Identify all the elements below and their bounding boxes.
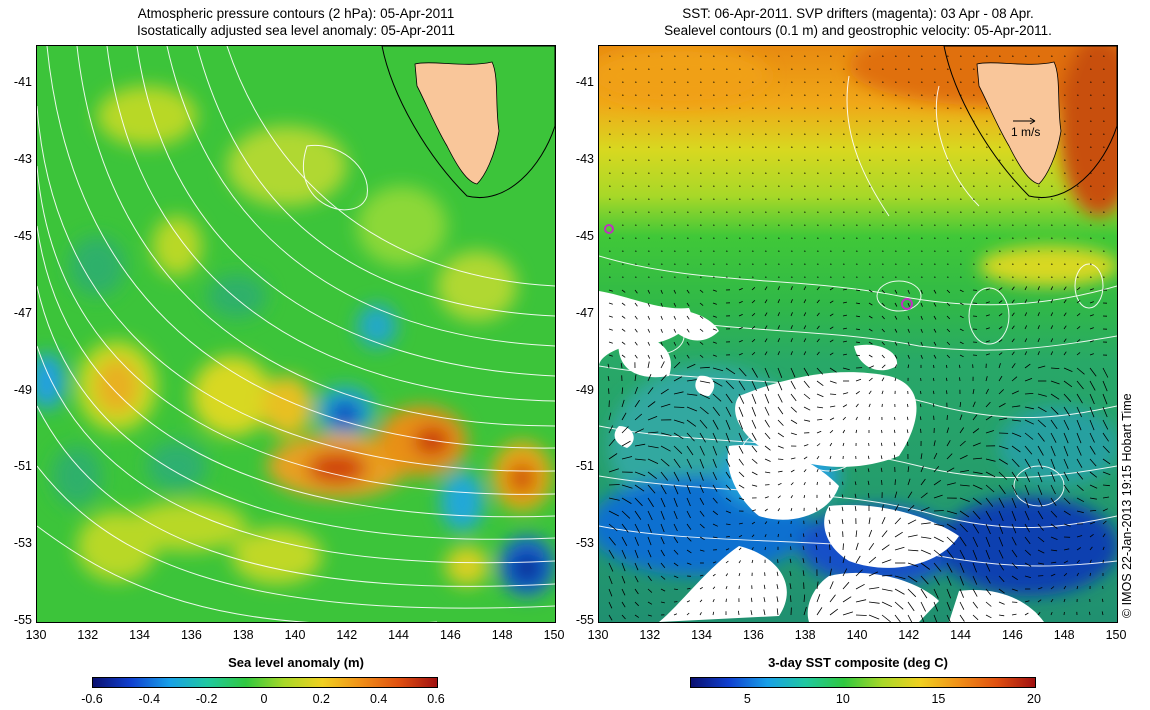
left-title-line1: Atmospheric pressure contours (2 hPa): 0… bbox=[137, 6, 455, 21]
lat-tick-label: -49 bbox=[575, 382, 594, 397]
lat-tick-label: -41 bbox=[575, 75, 594, 90]
lon-tick-label: 150 bbox=[543, 628, 565, 642]
lat-tick-label: -53 bbox=[575, 536, 594, 551]
lat-tick-label: -43 bbox=[575, 152, 594, 167]
lat-tick-label: -47 bbox=[13, 305, 32, 320]
colorbar-tick-label: -0.2 bbox=[195, 692, 218, 706]
lon-tick-label: 130 bbox=[587, 628, 609, 642]
lat-tick-label: -49 bbox=[13, 382, 32, 397]
colorbar-tick-label: 0.4 bbox=[369, 692, 388, 706]
colorbar-tick-label: 0 bbox=[260, 692, 268, 706]
colorbar-tick-label: 0.6 bbox=[427, 692, 445, 706]
drifter-marker bbox=[604, 224, 614, 234]
lon-tick-label: 148 bbox=[1053, 628, 1075, 642]
colorbar-tick-label: -0.6 bbox=[81, 692, 103, 706]
velocity-scale-label: 1 m/s bbox=[1011, 125, 1040, 139]
colorbar-tick-label: 10 bbox=[835, 692, 850, 706]
right-title-line2: Sealevel contours (0.1 m) and geostrophi… bbox=[664, 23, 1052, 38]
lon-tick-label: 138 bbox=[794, 628, 816, 642]
left-map-title: Atmospheric pressure contours (2 hPa): 0… bbox=[36, 5, 556, 39]
right-title-line1: SST: 06-Apr-2011. SVP drifters (magenta)… bbox=[682, 6, 1034, 21]
sst-plot: 1 m/s bbox=[599, 46, 1117, 622]
right-colorbar bbox=[690, 677, 1036, 688]
credit-text: © IMOS 22-Jan-2013 19:15 Hobart Time bbox=[1120, 393, 1134, 618]
lon-tick-label: 142 bbox=[898, 628, 920, 642]
left-colorbar-title: Sea level anomaly (m) bbox=[228, 655, 364, 670]
lon-tick-label: 134 bbox=[129, 628, 151, 642]
lon-tick-label: 148 bbox=[491, 628, 513, 642]
lat-tick-label: -51 bbox=[575, 459, 594, 474]
lon-tick-label: 146 bbox=[439, 628, 461, 642]
sea-level-anomaly-map bbox=[36, 45, 556, 623]
lon-tick-label: 144 bbox=[388, 628, 410, 642]
right-colorbar-title: 3-day SST composite (deg C) bbox=[768, 655, 948, 670]
lat-tick-label: -45 bbox=[13, 229, 32, 243]
lon-tick-label: 140 bbox=[284, 628, 306, 642]
lat-tick-label: -41 bbox=[13, 75, 32, 90]
lon-tick-label: 140 bbox=[846, 628, 868, 642]
lat-tick-label: -55 bbox=[13, 613, 32, 627]
lon-tick-label: 150 bbox=[1105, 628, 1127, 642]
lon-tick-label: 144 bbox=[950, 628, 972, 642]
colorbar-tick-label: 0.2 bbox=[312, 692, 331, 706]
colorbar-tick-label: -0.4 bbox=[138, 692, 161, 706]
lat-tick-label: -43 bbox=[13, 152, 32, 167]
sst-map: 1 m/s bbox=[598, 45, 1118, 623]
colorbar-tick-label: 15 bbox=[931, 692, 946, 706]
lon-tick-label: 146 bbox=[1001, 628, 1023, 642]
lat-tick-label: -45 bbox=[575, 229, 594, 243]
left-colorbar bbox=[92, 677, 438, 688]
left-title-line2: Isostatically adjusted sea level anomaly… bbox=[137, 23, 455, 38]
lon-tick-label: 130 bbox=[25, 628, 47, 642]
lon-tick-label: 142 bbox=[336, 628, 358, 642]
colorbar-tick-label: 20 bbox=[1027, 692, 1041, 706]
lon-tick-label: 138 bbox=[232, 628, 254, 642]
tasmania-land bbox=[976, 61, 1062, 185]
lon-tick-label: 136 bbox=[180, 628, 202, 642]
sea-level-anomaly-plot bbox=[37, 46, 555, 622]
lat-tick-label: -55 bbox=[575, 613, 594, 627]
lat-tick-label: -51 bbox=[13, 459, 32, 474]
lat-tick-label: -47 bbox=[575, 305, 594, 320]
right-map-title: SST: 06-Apr-2011. SVP drifters (magenta)… bbox=[598, 5, 1118, 39]
lon-tick-label: 134 bbox=[691, 628, 713, 642]
drifter-marker bbox=[901, 298, 913, 310]
lon-tick-label: 132 bbox=[77, 628, 99, 642]
lon-tick-label: 132 bbox=[639, 628, 661, 642]
colorbar-tick-label: 5 bbox=[743, 692, 751, 706]
lat-tick-label: -53 bbox=[13, 536, 32, 551]
lon-tick-label: 136 bbox=[742, 628, 764, 642]
